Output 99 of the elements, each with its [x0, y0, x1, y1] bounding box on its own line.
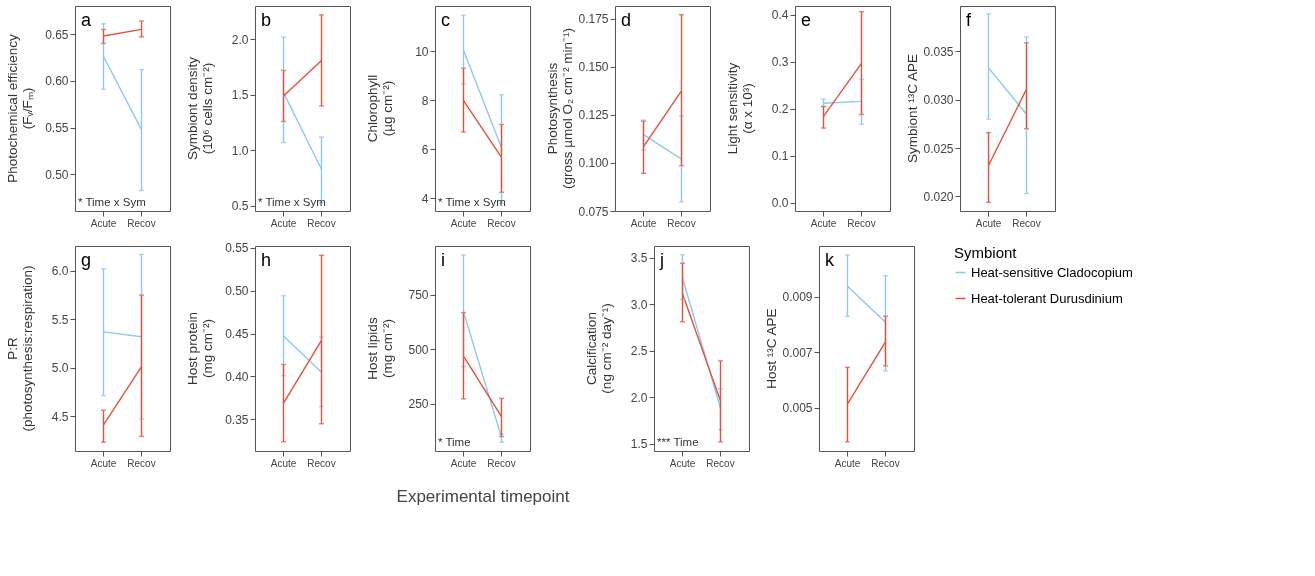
y-axis-title: Light sensitivity (α x 10³) [725, 62, 755, 155]
y-axis-title: Symbiont density (10⁶ cells cm⁻²) [185, 56, 215, 160]
x-tick-label: Acute [450, 457, 477, 469]
y-axis-title: Symbiont ¹³C APE [905, 54, 920, 163]
y-tick-label: 6 [421, 142, 429, 157]
legend-label: Heat-tolerant Durusdinium [971, 290, 1123, 306]
annotation: e [801, 10, 812, 30]
x-tick-label: Acute [834, 457, 861, 469]
y-tick-label: 0.009 [782, 290, 813, 305]
x-tick-label: Recov [1012, 217, 1041, 229]
x-tick-label: Recov [127, 457, 156, 469]
y-tick-label: 3.5 [630, 251, 648, 266]
y-tick-label: 2.0 [231, 32, 249, 47]
y-tick-label: 0.45 [225, 327, 249, 341]
y-tick-label: 4.5 [51, 409, 69, 424]
annotation: *** Time [657, 436, 699, 448]
annotation: k [825, 250, 835, 270]
annotation: f [966, 10, 972, 30]
annotation: a [81, 10, 92, 30]
annotation: c [441, 10, 450, 30]
y-axis-title: P:R (photosynthesis:respiration) [5, 265, 35, 432]
y-tick-label: 0.007 [782, 345, 813, 360]
y-tick-label: 0.55 [45, 121, 69, 136]
x-tick-label: Recov [706, 457, 735, 469]
y-tick-label: 0.100 [578, 156, 609, 171]
y-tick-label: 2.5 [630, 344, 648, 359]
x-tick-label: Recov [487, 457, 516, 469]
x-tick-label: Acute [975, 217, 1002, 229]
y-tick-label: 0.175 [578, 12, 609, 27]
annotation: h [261, 250, 272, 270]
annotation: * Time x Sym [258, 196, 326, 208]
x-tick-label: Recov [487, 217, 516, 229]
y-tick-label: 8 [421, 93, 429, 108]
y-axis-title: Photochemical efficiency (Fᵥ/Fₘ) [5, 34, 35, 183]
x-tick-label: Acute [669, 457, 696, 469]
x-tick-label: Recov [667, 217, 696, 229]
y-tick-label: 0.035 [923, 44, 954, 59]
y-tick-label: 3.0 [630, 297, 648, 312]
y-tick-label: 0.0 [771, 196, 789, 211]
y-tick-label: 0.65 [45, 27, 69, 42]
y-tick-label: 500 [408, 342, 429, 357]
y-tick-label: 0.3 [771, 55, 789, 70]
annotation: * Time x Sym [78, 196, 146, 208]
annotation: * Time [438, 436, 471, 448]
y-tick-label: 0.025 [923, 141, 954, 156]
y-tick-label: 5.0 [51, 361, 69, 376]
y-tick-label: 5.5 [51, 312, 69, 327]
y-tick-label: 0.005 [782, 401, 813, 416]
y-tick-label: 6.0 [51, 264, 69, 279]
y-tick-label: 0.50 [225, 284, 249, 299]
x-tick-label: Recov [871, 457, 900, 469]
y-tick-label: 1.5 [231, 88, 249, 103]
y-axis-title: Chlorophyll (µg cm⁻²) [365, 74, 395, 143]
x-tick-label: Acute [450, 217, 477, 229]
annotation: b [261, 10, 272, 30]
x-axis-title: Experimental timepoint [396, 486, 570, 506]
x-tick-label: Acute [270, 217, 297, 229]
y-tick-label: 0.50 [45, 167, 69, 182]
y-axis-title: Host ¹³C APE [764, 308, 779, 389]
y-tick-label: 10 [415, 44, 429, 59]
y-tick-label: 0.55 [225, 241, 249, 256]
y-axis-title: Host lipids (mg cm⁻²) [365, 317, 395, 380]
y-tick-label: 1.5 [630, 437, 648, 452]
y-tick-label: 2.0 [630, 390, 648, 405]
x-tick-label: Acute [810, 217, 837, 229]
y-tick-label: 1.0 [231, 143, 249, 158]
y-axis-title: Calcification (ng cm⁻² day⁻¹) [584, 303, 614, 394]
y-tick-label: 0.2 [771, 102, 789, 117]
x-tick-label: Acute [90, 457, 117, 469]
y-tick-label: 0.075 [578, 204, 609, 219]
legend-title: Symbiont [954, 244, 1018, 261]
x-tick-label: Recov [307, 217, 336, 229]
x-tick-label: Acute [90, 217, 117, 229]
y-tick-label: 0.5 [231, 199, 249, 214]
y-axis-title: Host protein (mg cm⁻²) [185, 312, 215, 385]
y-axis-title: Photosynthesis (gross µmol O₂ cm⁻² min⁻¹) [545, 27, 575, 190]
y-tick-label: 750 [408, 288, 429, 303]
y-tick-label: 0.150 [578, 60, 609, 75]
y-tick-label: 0.60 [45, 74, 69, 89]
annotation: g [81, 250, 92, 270]
y-tick-label: 0.020 [923, 190, 954, 204]
annotation: * Time x Sym [438, 196, 506, 208]
legend-label: Heat-sensitive Cladocopium [971, 264, 1133, 280]
y-tick-label: 0.35 [225, 412, 249, 427]
x-tick-label: Recov [847, 217, 876, 229]
y-tick-label: 0.1 [771, 149, 789, 164]
y-tick-label: 0.125 [578, 108, 609, 123]
x-tick-label: Recov [307, 457, 336, 469]
y-tick-label: 0.4 [771, 8, 789, 23]
annotation: j [659, 250, 664, 270]
y-tick-label: 4 [421, 191, 429, 206]
x-tick-label: Acute [270, 457, 297, 469]
x-tick-label: Recov [127, 217, 156, 229]
annotation: i [441, 250, 445, 270]
annotation: d [621, 10, 632, 30]
y-tick-label: 250 [408, 397, 429, 412]
x-tick-label: Acute [630, 217, 657, 229]
y-tick-label: 0.40 [225, 369, 249, 384]
y-tick-label: 0.030 [923, 93, 954, 108]
